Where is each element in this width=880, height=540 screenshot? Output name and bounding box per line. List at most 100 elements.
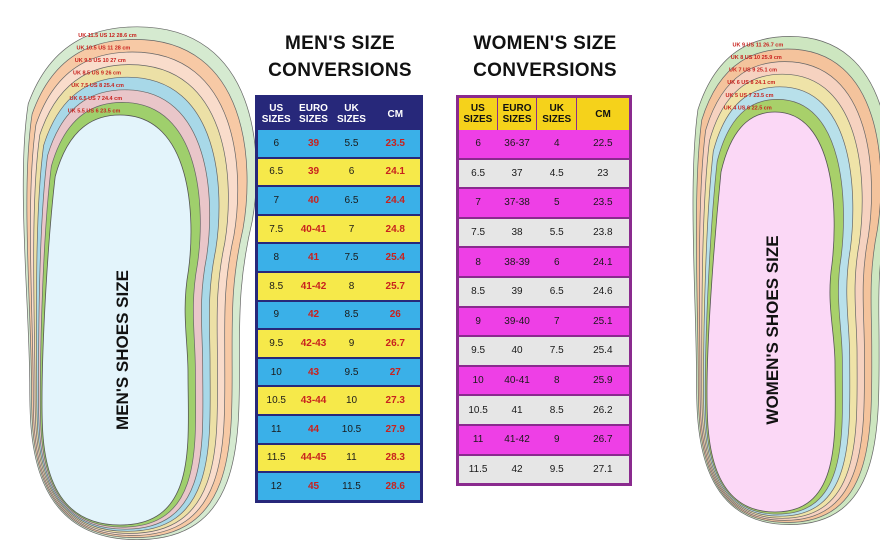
women-insole	[706, 111, 836, 513]
men-table-cell: 27	[370, 357, 422, 388]
women-outline-size-label: UK 9 US 11 26.7 cm	[733, 42, 784, 48]
men-table-cell: 27.3	[370, 386, 422, 416]
women-table-cell: 4.5	[536, 158, 577, 190]
men-table-cell: 6.5	[256, 157, 295, 188]
men-table-cell: 39	[294, 130, 333, 159]
men-outline-size-label: UK 5.5 US 6 23.5 cm	[68, 108, 121, 114]
men-table-cell: 28.6	[370, 472, 422, 503]
women-table-cell: 23.5	[576, 188, 631, 219]
men-table-cell: 11.5	[332, 472, 371, 503]
table-row: 6 36-37 4 22.5	[457, 130, 631, 160]
women-table-cell: 10	[457, 365, 498, 397]
women-header-cell: UK SIZES	[536, 96, 577, 130]
women-outline-size-label: UK 6 US 8 24.1 cm	[727, 80, 775, 86]
men-size-title: MEN'S SIZE CONVERSIONS	[255, 30, 425, 84]
table-row: 9.5 40 7.5 25.4	[457, 336, 631, 367]
women-table-cell: 40-41	[497, 365, 537, 397]
table-row: 11.5 42 9.5 27.1	[457, 454, 631, 486]
men-table-cell: 42-43	[294, 329, 333, 359]
men-insole-outlines: UK 11.5 US 12 28.6 cm UK 10.5 US 11 28 cm…	[22, 26, 257, 540]
men-table-cell: 42	[294, 300, 333, 331]
women-table-cell: 8	[536, 365, 577, 397]
women-table-cell: 37	[497, 158, 537, 190]
men-table-cell: 6	[256, 130, 295, 159]
men-table-cell: 10	[256, 357, 295, 388]
men-table-cell: 41	[294, 243, 333, 273]
women-table-cell: 6.5	[457, 158, 498, 190]
men-outline-size-label: UK 8.5 US 9 26 cm	[73, 71, 121, 77]
women-table-cell: 38-39	[497, 247, 537, 278]
men-table-cell: 8.5	[332, 300, 371, 331]
men-table-cell: 23.5	[370, 130, 422, 159]
men-table-cell: 7.5	[332, 243, 371, 273]
men-table-cell: 11	[256, 414, 295, 445]
women-table-cell: 10.5	[457, 395, 498, 426]
table-row: 11 41-42 9 26.7	[457, 424, 631, 456]
women-table-header: US SIZES EURO SIZES UK SIZES CM	[457, 96, 631, 130]
men-table-cell: 7.5	[256, 214, 295, 245]
men-table-cell: 25.4	[370, 243, 422, 273]
women-table-cell: 8	[457, 247, 498, 278]
men-insole-label: MEN'S SHOES SIZE	[113, 270, 132, 430]
men-insole	[41, 114, 192, 526]
table-row: 9.5 42-43 9 26.7	[256, 329, 422, 359]
men-table-cell: 43	[294, 357, 333, 388]
women-table-cell: 36-37	[497, 130, 537, 160]
men-header-cell: CM	[370, 96, 422, 130]
women-table-cell: 9	[536, 424, 577, 456]
men-table-cell: 26.7	[370, 329, 422, 359]
women-table-cell: 6.5	[536, 276, 577, 308]
table-row: 10 40-41 8 25.9	[457, 365, 631, 397]
women-outline-size-label: UK 4 US 6 22.5 cm	[724, 105, 772, 111]
table-row: 11 44 10.5 27.9	[256, 414, 422, 445]
men-table-cell: 6	[332, 157, 371, 188]
men-header-cell: UK SIZES	[332, 96, 371, 130]
women-table-cell: 41-42	[497, 424, 537, 456]
men-table-header: US SIZES EURO SIZES UK SIZES CM	[256, 96, 422, 130]
women-table-cell: 25.4	[576, 336, 631, 367]
women-table-cell: 5	[536, 188, 577, 219]
table-row: 10 43 9.5 27	[256, 357, 422, 388]
women-table-cell: 7.5	[457, 217, 498, 249]
men-table-cell: 44-45	[294, 443, 333, 474]
men-table-cell: 9.5	[256, 329, 295, 359]
men-table-cell: 40	[294, 186, 333, 216]
women-table-cell: 11	[457, 424, 498, 456]
women-table-cell: 6	[536, 247, 577, 278]
women-table-cell: 27.1	[576, 454, 631, 486]
men-table-cell: 10	[332, 386, 371, 416]
table-row: 7 37-38 5 23.5	[457, 188, 631, 219]
men-outline-size-label: UK 9.5 US 10 27 cm	[75, 58, 126, 64]
women-header-cell: EURO SIZES	[496, 96, 537, 130]
women-table-cell: 41	[497, 395, 537, 426]
men-header-cell: EURO SIZES	[294, 96, 333, 130]
women-outline-size-label: UK 8 US 10 25.9 cm	[731, 55, 782, 61]
women-table-cell: 7	[457, 188, 498, 219]
men-table-cell: 45	[294, 472, 333, 503]
men-header-cell: US SIZES	[256, 96, 295, 130]
women-table-cell: 24.1	[576, 247, 631, 278]
women-table-cell: 26.2	[576, 395, 631, 426]
women-table-cell: 24.6	[576, 276, 631, 308]
women-size-title: WOMEN'S SIZE CONVERSIONS	[455, 30, 635, 84]
table-row: 9 42 8.5 26	[256, 300, 422, 331]
women-title-line2: CONVERSIONS	[473, 60, 617, 81]
men-title-line2: CONVERSIONS	[268, 60, 412, 81]
men-outline-size-label: UK 11.5 US 12 28.6 cm	[78, 33, 137, 39]
men-table-cell: 8.5	[256, 271, 295, 302]
women-insole-label: WOMEN'S SHOES SIZE	[763, 235, 782, 424]
women-outline-size-label: UK 7 US 9 25.1 cm	[729, 68, 777, 74]
men-table-cell: 6.5	[332, 186, 371, 216]
women-table-cell: 42	[497, 454, 537, 486]
men-table-cell: 44	[294, 414, 333, 445]
men-table-cell: 43-44	[294, 386, 333, 416]
table-row: 7.5 40-41 7 24.8	[256, 214, 422, 245]
men-table-cell: 41-42	[294, 271, 333, 302]
men-table-cell: 7	[256, 186, 295, 216]
table-row: 12 45 11.5 28.6	[256, 472, 422, 503]
men-table-cell: 9	[332, 329, 371, 359]
women-header-cell: CM	[576, 96, 631, 130]
men-table-cell: 10.5	[332, 414, 371, 445]
table-row: 11.5 44-45 11 28.3	[256, 443, 422, 474]
women-table-cell: 26.7	[576, 424, 631, 456]
